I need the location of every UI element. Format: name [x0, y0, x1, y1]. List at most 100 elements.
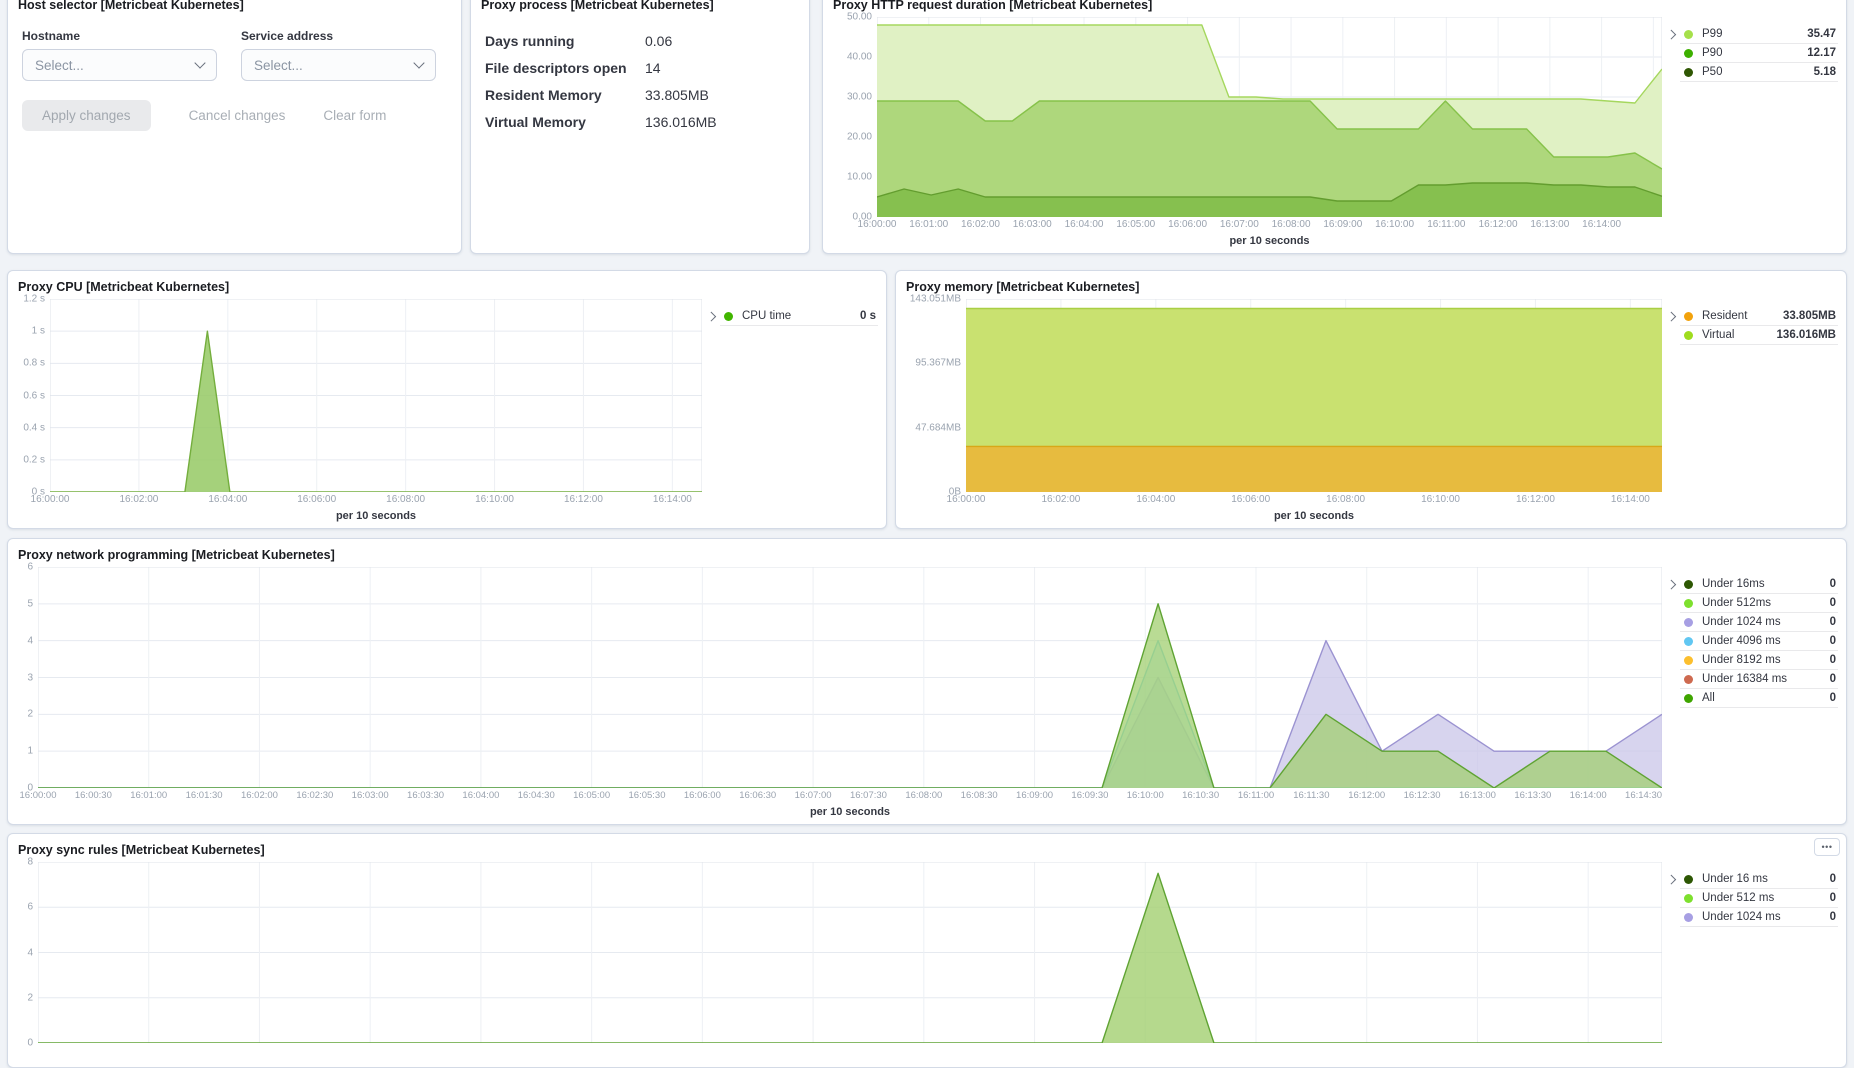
panel-title: Proxy memory [Metricbeat Kubernetes] — [906, 280, 1140, 294]
legend-item[interactable]: All 0 — [1680, 689, 1838, 708]
chevron-right-icon[interactable] — [1662, 307, 1680, 522]
legend-series-dot-icon — [1684, 48, 1693, 58]
chevron-down-icon — [413, 57, 425, 69]
clear-form-button[interactable]: Clear form — [323, 108, 387, 123]
x-tick-label: 16:13:30 — [1514, 790, 1552, 801]
legend-series-dot-icon — [1684, 330, 1693, 340]
x-tick-label: 16:10:00 — [1421, 494, 1460, 505]
legend-series-label: Under 16384 ms — [1702, 673, 1788, 685]
legend-series-label: Virtual — [1702, 329, 1735, 341]
x-tick-label: 16:11:00 — [1237, 790, 1275, 801]
y-tick-label: 6 — [27, 901, 33, 913]
x-tick-label: 16:01:00 — [130, 790, 168, 801]
legend-series-dot-icon — [1684, 598, 1693, 608]
x-tick-label: 16:04:30 — [517, 790, 555, 801]
legend-series-label: Under 16 ms — [1702, 873, 1768, 885]
x-tick-label: 16:10:00 — [475, 494, 514, 505]
chevron-right-icon[interactable] — [1662, 575, 1680, 818]
x-tick-label: 16:08:00 — [1271, 219, 1311, 230]
chevron-right-icon[interactable] — [702, 307, 720, 522]
legend-series-value: 35.47 — [1807, 28, 1836, 40]
x-axis-label: per 10 seconds — [335, 510, 417, 522]
hostname-select[interactable]: Select... — [22, 49, 217, 81]
legend-item[interactable]: Under 16ms 0 — [1680, 575, 1838, 594]
x-tick-label: 16:06:30 — [739, 790, 777, 801]
x-tick-label: 16:11:30 — [1293, 790, 1330, 801]
legend-item[interactable]: Under 16 ms 0 — [1680, 870, 1838, 889]
x-tick-label: 16:04:00 — [208, 494, 248, 505]
cpu-plot[interactable] — [50, 299, 702, 492]
legend-item[interactable]: Under 4096 ms 0 — [1680, 632, 1838, 651]
network-programming-plot[interactable] — [38, 567, 1662, 788]
y-tick-label: 4 — [27, 947, 33, 958]
chevron-right-icon[interactable] — [1662, 25, 1680, 247]
x-tick-label: 16:02:30 — [296, 790, 334, 801]
cancel-changes-button[interactable]: Cancel changes — [188, 108, 286, 123]
legend-item[interactable]: Virtual 136.016MB — [1680, 326, 1838, 345]
panel-options-button[interactable]: ••• — [1814, 838, 1840, 856]
legend-item[interactable]: Under 1024 ms 0 — [1680, 613, 1838, 632]
legend-item[interactable]: P50 5.18 — [1680, 63, 1838, 82]
y-tick-label: 0B — [948, 486, 961, 498]
x-axis-label: per 10 seconds — [1273, 510, 1355, 522]
legend-series-value: 0 — [1829, 673, 1836, 685]
sync-rules-plot[interactable] — [38, 862, 1662, 1043]
y-tick-label: 30.00 — [846, 91, 872, 103]
hostname-label: Hostname — [22, 29, 81, 43]
service-address-select-placeholder: Select... — [254, 57, 303, 73]
legend-item[interactable]: P90 12.17 — [1680, 44, 1838, 63]
legend-series-dot-icon — [1684, 674, 1693, 684]
y-tick-label: 1.2 s — [23, 293, 45, 305]
y-tick-label: 0.6 s — [23, 390, 45, 401]
y-tick-label: 2 — [27, 992, 33, 1004]
legend-series-dot-icon — [1684, 912, 1693, 922]
legend-series-dot-icon — [1684, 67, 1693, 77]
y-tick-label: 20.00 — [846, 131, 872, 143]
y-tick-label: 8 — [27, 856, 33, 868]
y-axis: 143.051MB 95.367MB 47.684MB 0B — [904, 294, 966, 498]
service-address-select[interactable]: Select... — [241, 49, 436, 81]
x-tick-label: 16:01:00 — [909, 219, 949, 230]
legend-series-value: 33.805MB — [1782, 310, 1836, 322]
service-address-label: Service address — [241, 29, 334, 43]
legend-series-value: 0 — [1829, 635, 1836, 647]
x-tick-label: 16:14:00 — [1569, 790, 1607, 801]
legend-item[interactable]: P99 35.47 — [1680, 25, 1838, 44]
legend-item[interactable]: Resident 33.805MB — [1680, 307, 1838, 326]
metric-file-descriptors-open: File descriptors open 14 — [485, 60, 661, 76]
y-tick-label: 95.367MB — [915, 357, 961, 369]
x-tick-label: 16:00:00 — [946, 494, 986, 505]
y-axis: 8 6 4 2 0 — [16, 857, 38, 1049]
x-tick-label: 16:02:00 — [1041, 494, 1081, 505]
legend-series-value: 0 — [1829, 654, 1836, 666]
x-tick-label: 16:12:00 — [563, 494, 603, 505]
legend-series-label: Under 512 ms — [1702, 892, 1775, 904]
legend-item[interactable]: Under 1024 ms 0 — [1680, 908, 1838, 927]
x-axis: 16:00:00 16:01:00 16:02:00 16:03:00 16:04:00… — [858, 219, 1662, 232]
http-duration-plot[interactable] — [877, 17, 1662, 217]
legend-series-label: Under 4096 ms — [1702, 635, 1781, 647]
x-tick-label: 16:12:30 — [1403, 790, 1441, 801]
legend-item[interactable]: Under 16384 ms 0 — [1680, 670, 1838, 689]
legend-item[interactable]: Under 512ms 0 — [1680, 594, 1838, 613]
x-tick-label: 16:10:30 — [1182, 790, 1220, 801]
memory-plot[interactable] — [966, 299, 1662, 492]
x-tick-label: 16:13:00 — [1530, 219, 1570, 230]
apply-changes-button[interactable]: Apply changes — [22, 100, 151, 131]
legend-item[interactable]: Under 8192 ms 0 — [1680, 651, 1838, 670]
y-tick-label: 3 — [27, 672, 33, 683]
x-tick-label: 16:07:00 — [1219, 219, 1259, 230]
y-tick-label: 10.00 — [846, 171, 872, 183]
metric-resident-memory: Resident Memory 33.805MB — [485, 87, 709, 103]
y-tick-label: 143.051MB — [909, 293, 961, 305]
legend-item[interactable]: Under 512 ms 0 — [1680, 889, 1838, 908]
chevron-right-icon[interactable] — [1662, 870, 1680, 1061]
x-tick-label: 16:01:30 — [185, 790, 223, 801]
y-tick-label: 0.8 s — [23, 357, 45, 369]
y-axis: 50.00 40.00 30.00 20.00 10.00 0.00 — [831, 12, 877, 223]
x-tick-label: 16:07:30 — [849, 790, 887, 801]
legend-item[interactable]: CPU time 0 s — [720, 307, 878, 326]
x-tick-label: 16:04:00 — [462, 790, 500, 801]
panel-host-selector: Host selector [Metricbeat Kubernetes] Ho… — [7, 0, 462, 254]
legend-series-dot-icon — [1684, 636, 1693, 646]
